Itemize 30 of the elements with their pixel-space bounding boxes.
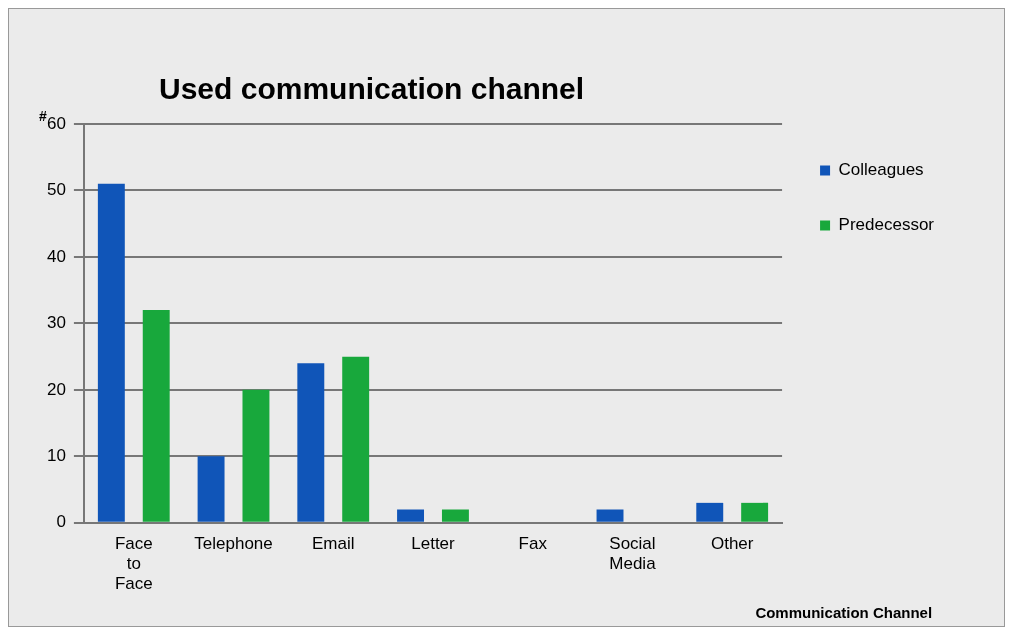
x-tick-label: Social Media bbox=[609, 533, 657, 574]
y-axis-title: # bbox=[39, 108, 47, 124]
legend-label: Colleagues bbox=[838, 160, 924, 180]
bar bbox=[596, 509, 624, 522]
legend-label: Predecessor bbox=[838, 215, 935, 235]
x-tick-label: Other bbox=[710, 533, 754, 553]
y-tick-label: 10 bbox=[46, 446, 66, 466]
chart-title: Used communication channel bbox=[159, 72, 585, 105]
y-tick-label: 30 bbox=[46, 313, 66, 333]
bar bbox=[441, 509, 469, 522]
bar bbox=[197, 456, 225, 522]
x-tick-label: Fax bbox=[518, 533, 548, 553]
bar bbox=[297, 363, 325, 522]
y-tick-label: 60 bbox=[46, 113, 66, 133]
bar bbox=[142, 310, 170, 522]
x-tick-label: Face to Face bbox=[114, 533, 153, 594]
x-tick-label: Telephone bbox=[194, 533, 273, 553]
bar bbox=[342, 356, 370, 522]
x-tick-label: Letter bbox=[411, 533, 456, 553]
bar bbox=[696, 502, 724, 522]
x-axis-title: Communication Channel bbox=[755, 604, 933, 621]
y-tick-label: 40 bbox=[46, 246, 66, 266]
bar bbox=[397, 509, 425, 522]
bar bbox=[97, 183, 125, 522]
y-tick-label: 50 bbox=[46, 180, 66, 200]
x-tick-label: Email bbox=[311, 533, 355, 553]
bar bbox=[741, 502, 769, 522]
y-tick-label: 20 bbox=[46, 379, 66, 399]
y-tick-label: 0 bbox=[56, 512, 66, 532]
bar bbox=[242, 389, 270, 522]
